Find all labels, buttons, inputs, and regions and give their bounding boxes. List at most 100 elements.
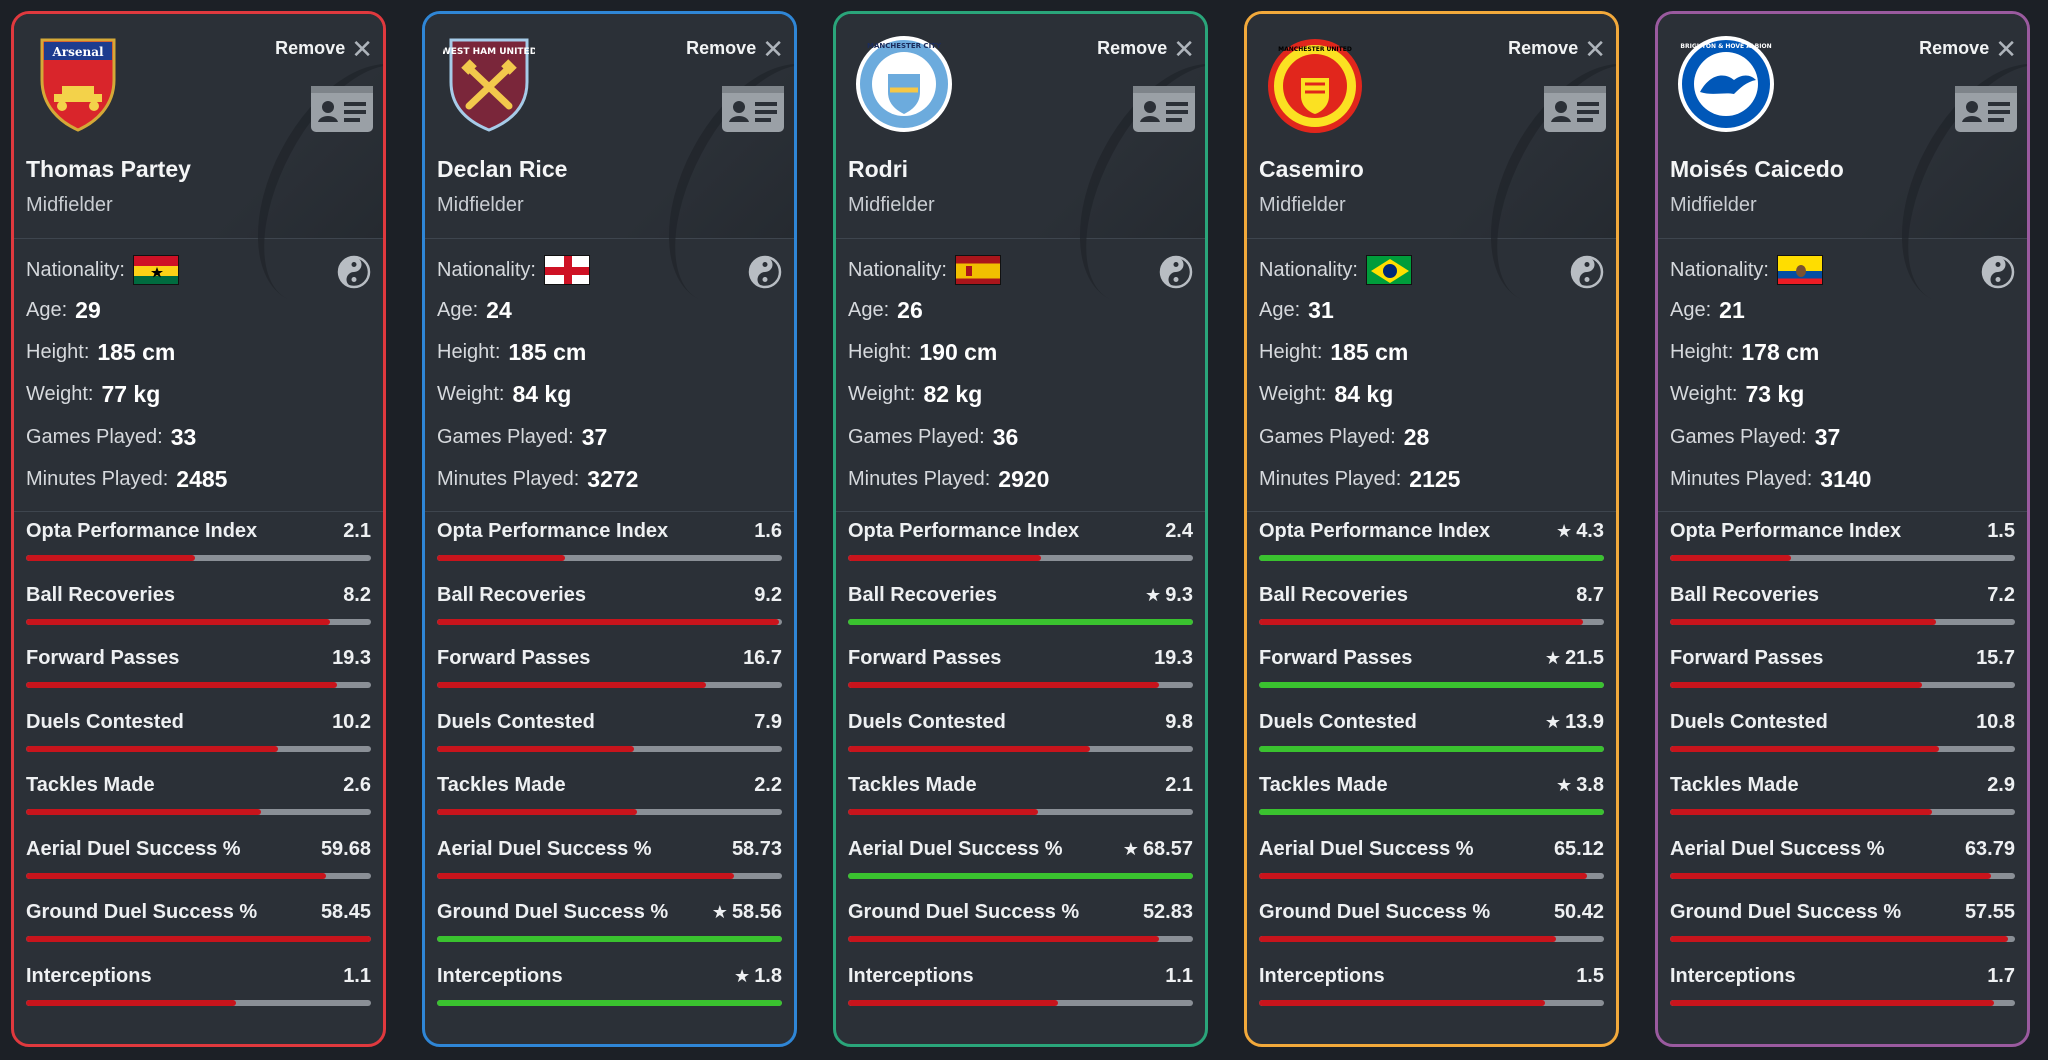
stat-row: Forward Passes 19.3 xyxy=(848,643,1193,703)
player-position: Midfielder xyxy=(437,194,524,216)
stat-label: Tackles Made xyxy=(1259,774,1388,796)
stat-label: Opta Performance Index xyxy=(437,520,669,542)
bio-minutes-row: Minutes Played: 3140 xyxy=(1670,466,1871,493)
stat-value-text: 9.3 xyxy=(1165,583,1193,606)
stat-bar xyxy=(437,999,782,1006)
stat-bar xyxy=(848,682,1193,688)
stat-row: Duels Contested ★ 13.9 xyxy=(1259,707,1604,767)
bio-height-label: Height: xyxy=(1259,341,1323,363)
stat-label: Interceptions xyxy=(437,964,563,987)
player-name: Moisés Caicedo xyxy=(1670,156,1844,182)
bio-nationality-label: Nationality: xyxy=(437,258,536,281)
star-icon: ★ xyxy=(1544,648,1562,668)
stat-label: Forward Passes xyxy=(1259,647,1413,669)
stat-bar-fill xyxy=(1670,555,1791,561)
stat-bar xyxy=(848,745,1193,752)
stat-value-text: 10.8 xyxy=(1976,710,2015,733)
stat-row: Tackles Made 2.1 xyxy=(848,770,1193,830)
brazil-flag-icon xyxy=(1365,255,1412,285)
stat-bar xyxy=(1259,999,1604,1006)
close-icon[interactable]: ✕ xyxy=(1995,33,2017,64)
stat-row: Ground Duel Success % 50.42 xyxy=(1259,897,1604,957)
close-icon[interactable]: ✕ xyxy=(1173,33,1195,64)
player-name: Casemiro xyxy=(1259,156,1364,182)
stat-label: Aerial Duel Success % xyxy=(437,837,652,860)
bio-weight-value: 84 kg xyxy=(1334,381,1394,407)
close-icon[interactable]: ✕ xyxy=(1584,33,1606,64)
remove-button[interactable]: Remove ✕ xyxy=(1919,33,2017,64)
stat-value: 2.4 xyxy=(1165,520,1193,543)
player-position: Midfielder xyxy=(1259,194,1346,216)
bio-minutes-label: Minutes Played: xyxy=(1259,468,1402,490)
player-profile-card-icon[interactable] xyxy=(1133,86,1195,132)
stat-bar-fill xyxy=(1259,872,1587,879)
stat-value: 50.42 xyxy=(1554,901,1604,924)
compare-toggle-icon[interactable] xyxy=(1159,255,1193,289)
remove-button[interactable]: Remove ✕ xyxy=(1097,33,1195,64)
player-profile-card-icon[interactable] xyxy=(311,86,373,132)
bio-age-row: Age: 24 xyxy=(437,297,512,324)
stat-value: 10.8 xyxy=(1976,711,2015,734)
compare-toggle-icon[interactable] xyxy=(1570,255,1604,289)
bio-weight-value: 73 kg xyxy=(1745,381,1805,407)
compare-toggle-icon[interactable] xyxy=(337,255,371,289)
player-profile-card-icon[interactable] xyxy=(722,86,784,132)
stat-bar-fill xyxy=(26,999,237,1006)
player-profile-card-icon[interactable] xyxy=(1544,86,1606,132)
close-icon[interactable]: ✕ xyxy=(351,33,373,64)
bio-minutes-row: Minutes Played: 2125 xyxy=(1259,466,1460,493)
stat-value: 2.6 xyxy=(343,774,371,797)
bio-minutes-value: 3272 xyxy=(587,466,639,492)
star-icon: ★ xyxy=(1122,838,1139,859)
stat-value: 2.2 xyxy=(754,774,782,797)
bio-age-row: Age: 31 xyxy=(1259,297,1334,324)
stat-bar xyxy=(1259,555,1604,561)
player-profile-card-icon[interactable] xyxy=(1955,86,2017,132)
remove-label: Remove xyxy=(686,38,757,58)
stat-bar xyxy=(848,872,1193,879)
stat-value-text: 1.1 xyxy=(343,964,371,987)
stat-value-text: 1.1 xyxy=(1165,964,1193,987)
stat-row: Ground Duel Success % ★ 58.56 xyxy=(437,897,782,957)
stat-bar-fill xyxy=(1670,872,1991,879)
compare-toggle-icon[interactable] xyxy=(748,255,782,289)
bio-games-label: Games Played: xyxy=(437,426,574,448)
bio-nationality-row: Nationality: xyxy=(26,255,179,285)
stat-row: Interceptions 1.1 xyxy=(848,961,1193,1021)
player-bio: Nationality: Age: 29 Height: 185 cm Weight: 77… xyxy=(14,239,383,512)
bio-height-row: Height: 190 cm xyxy=(848,339,997,366)
stat-row: Duels Contested 7.9 xyxy=(437,707,782,767)
close-icon[interactable]: ✕ xyxy=(762,33,784,64)
stat-value-text: 57.55 xyxy=(1964,901,2015,923)
stat-value-text: 10.2 xyxy=(332,710,371,733)
stat-bar xyxy=(437,936,782,942)
stat-value-text: 9.8 xyxy=(1165,710,1193,733)
bio-nationality-row: Nationality: xyxy=(848,255,1001,285)
stat-label: Duels Contested xyxy=(1259,710,1417,733)
card-header: BRIGHTON & HOVE ALBION Remove ✕ Moisés Cai… xyxy=(1658,14,2027,239)
club-crest-icon: MANCHESTER UNITED xyxy=(1265,34,1362,134)
stat-value-text: 7.9 xyxy=(754,710,782,733)
star-icon: ★ xyxy=(1544,711,1562,732)
stat-value-text: 19.3 xyxy=(1154,647,1193,669)
stat-row: Duels Contested 9.8 xyxy=(848,707,1193,767)
remove-button[interactable]: Remove ✕ xyxy=(1508,33,1606,64)
compare-toggle-icon[interactable] xyxy=(1981,255,2015,289)
stat-row: Opta Performance Index 2.4 xyxy=(848,516,1193,576)
stat-bar xyxy=(1259,682,1604,688)
stat-row: Opta Performance Index 1.6 xyxy=(437,516,782,576)
stat-value-text: 21.5 xyxy=(1565,647,1604,669)
remove-button[interactable]: Remove ✕ xyxy=(275,33,373,64)
stat-bar-fill xyxy=(1670,682,1922,688)
stat-bar xyxy=(1259,872,1604,879)
stat-label: Forward Passes xyxy=(437,647,591,669)
remove-button[interactable]: Remove ✕ xyxy=(686,33,784,64)
stat-bar-fill xyxy=(848,745,1090,752)
bio-nationality-row: Nationality: xyxy=(1670,255,1823,285)
stat-value-text: 9.2 xyxy=(754,583,782,606)
stat-bar xyxy=(1259,745,1604,752)
stat-label: Ground Duel Success % xyxy=(26,901,258,923)
player-position: Midfielder xyxy=(848,194,935,216)
stat-bar xyxy=(848,809,1193,815)
stat-label: Aerial Duel Success % xyxy=(848,837,1063,860)
